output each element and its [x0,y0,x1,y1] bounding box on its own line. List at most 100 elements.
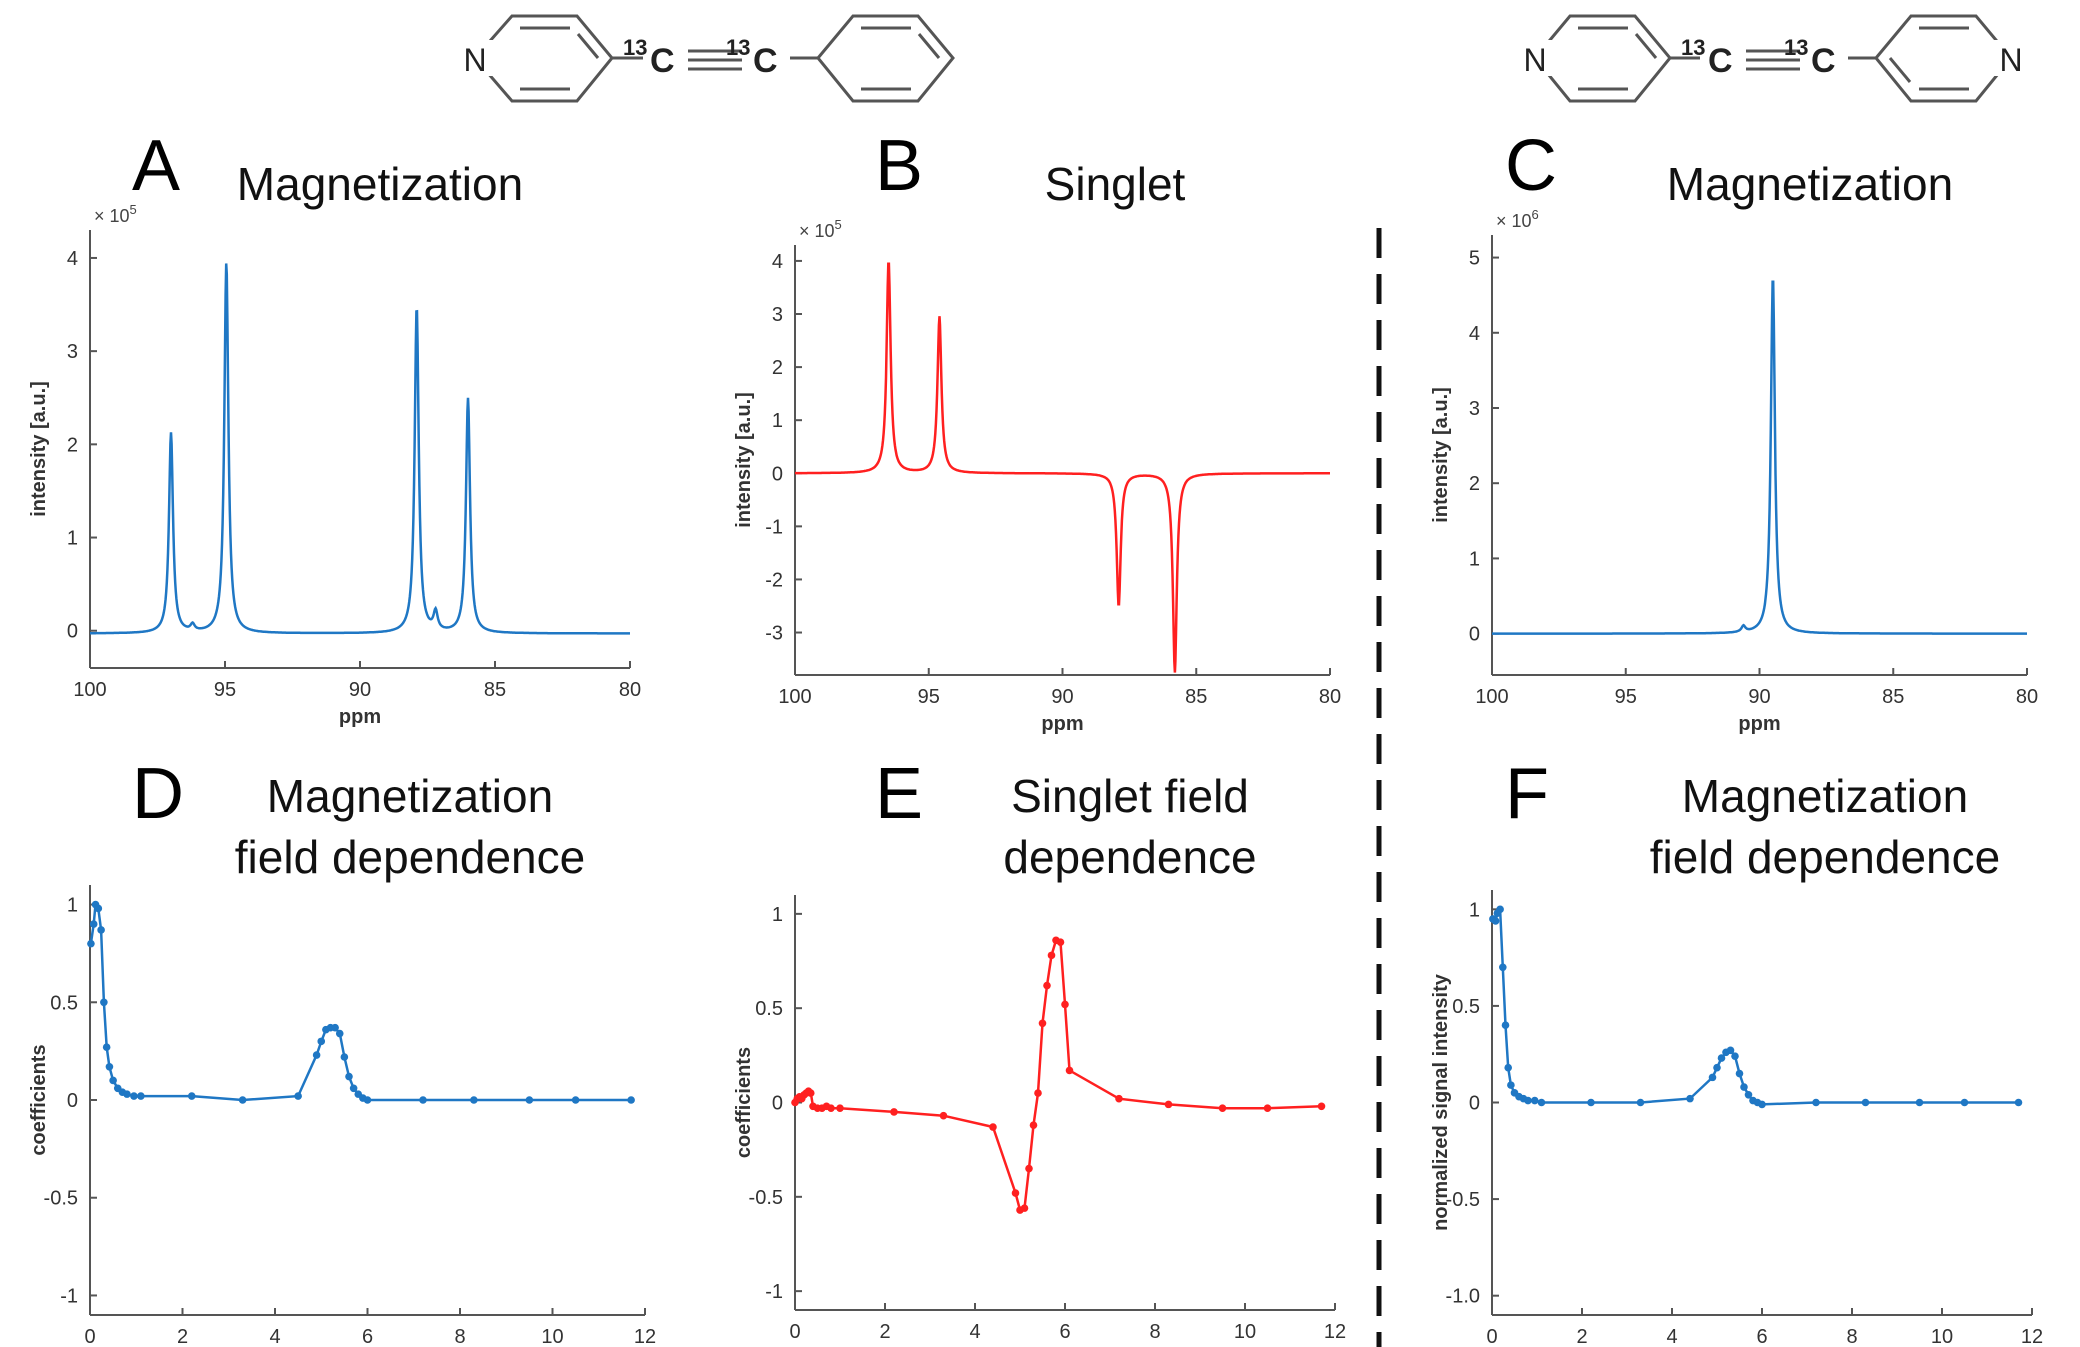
data-point [1020,1204,1029,1212]
x-tick-label: 6 [1059,1321,1070,1343]
x-tick-label: 95 [1615,686,1637,708]
data-point [2014,1098,2023,1107]
data-point [1056,938,1065,946]
x-tick-label: 0 [789,1321,800,1343]
x-tick-label: 12 [634,1326,656,1347]
spectrum-line [90,263,630,635]
carbon-atom-b: C [753,42,778,80]
data-point [1915,1098,1924,1107]
axis-exponent-power: 6 [1532,207,1539,222]
y-axis-label: coefficients [733,1047,755,1158]
data-point [836,1104,844,1112]
y-axis-label: coefficients [28,1044,50,1155]
y-tick-label: -1.0 [1446,1286,1480,1308]
y-tick-label: 2 [772,357,783,379]
x-tick-label: 90 [349,679,371,701]
data-point [1717,1054,1726,1062]
data-point [1496,905,1504,914]
data-point [363,1096,372,1104]
x-tick-label: 95 [214,679,236,701]
data-point [294,1092,302,1100]
series-line [1492,905,2019,1106]
data-point [827,1104,835,1112]
axis-exponent: × 105 [799,217,842,241]
molecule-left [473,14,955,103]
carbon-atom-a: C [650,42,675,80]
data-point [1029,1121,1038,1129]
x-tick-label: 80 [2016,686,2038,708]
data-point [1731,1052,1739,1060]
nitrogen-atom-right-a: N [1523,42,1546,78]
y-tick-label: 4 [1469,323,1480,345]
isotope-label-d: 13 [1784,35,1808,60]
y-tick-label: 0 [772,463,783,485]
x-tick-label: 0 [1486,1326,1497,1347]
molecule-right [1533,14,2013,103]
y-tick-label: -3 [765,623,783,645]
data-point [1115,1094,1123,1103]
x-axis-label: ppm [339,706,381,728]
x-tick-label: 100 [73,679,106,701]
y-tick-label: 1 [67,528,78,550]
panel-letter: C [1505,126,1557,206]
data-point [1011,1189,1020,1197]
axis-exponent: × 105 [94,202,137,226]
data-point [989,1123,997,1131]
data-point [1504,1063,1512,1072]
data-point [1726,1046,1735,1055]
chart-title-line: dependence [1003,831,1256,883]
y-axis-label: normalized signal intensity [1430,973,1452,1231]
data-point [102,1043,111,1052]
isotope-label-b: 13 [726,35,750,60]
y-tick-label: 1 [1469,548,1480,570]
data-point [627,1096,635,1104]
data-point [312,1051,321,1059]
data-point [1043,981,1051,990]
data-point [939,1111,948,1120]
data-point [331,1023,339,1032]
y-tick-label: -0.5 [1446,1189,1480,1211]
data-point [1317,1102,1326,1111]
x-tick-label: 90 [1748,686,1770,708]
x-tick-label: 80 [1319,686,1341,708]
data-point [1686,1094,1694,1103]
chart-title-line: field dependence [235,831,585,883]
x-tick-label: 8 [1149,1321,1160,1343]
y-tick-label: 2 [67,434,78,456]
axis-exponent: × 106 [1496,207,1539,231]
axis-exponent-base: × 10 [799,221,835,241]
data-point [1218,1104,1227,1112]
data-point [1263,1104,1272,1112]
y-tick-label: 0 [1469,1093,1480,1115]
x-tick-label: 85 [1882,686,1904,708]
data-point [1735,1069,1744,1078]
x-axis-label: ppm [1738,713,1780,735]
x-tick-label: 85 [484,679,506,701]
data-point [349,1084,358,1093]
x-tick-label: 6 [1756,1326,1767,1347]
y-tick-label: -0.5 [44,1188,78,1210]
data-point [1861,1098,1870,1107]
x-tick-label: 100 [1475,686,1508,708]
data-point [1034,1089,1042,1097]
x-tick-label: 10 [1234,1321,1256,1343]
x-tick-label: 12 [2021,1326,2043,1347]
data-point [100,998,108,1007]
x-tick-label: 6 [362,1326,373,1347]
data-point [890,1108,898,1116]
x-tick-label: 95 [918,686,940,708]
isotope-label-a: 13 [623,35,647,60]
axis-exponent-power: 5 [130,202,137,217]
data-point [1501,1021,1510,1030]
y-tick-label: -2 [765,569,783,591]
x-tick-label: 90 [1051,686,1073,708]
data-point [806,1089,815,1097]
data-point [130,1092,138,1100]
y-tick-label: -1 [765,516,783,538]
x-tick-label: 2 [177,1326,188,1347]
y-tick-label: 2 [1469,473,1480,495]
y-tick-label: 3 [1469,398,1480,420]
